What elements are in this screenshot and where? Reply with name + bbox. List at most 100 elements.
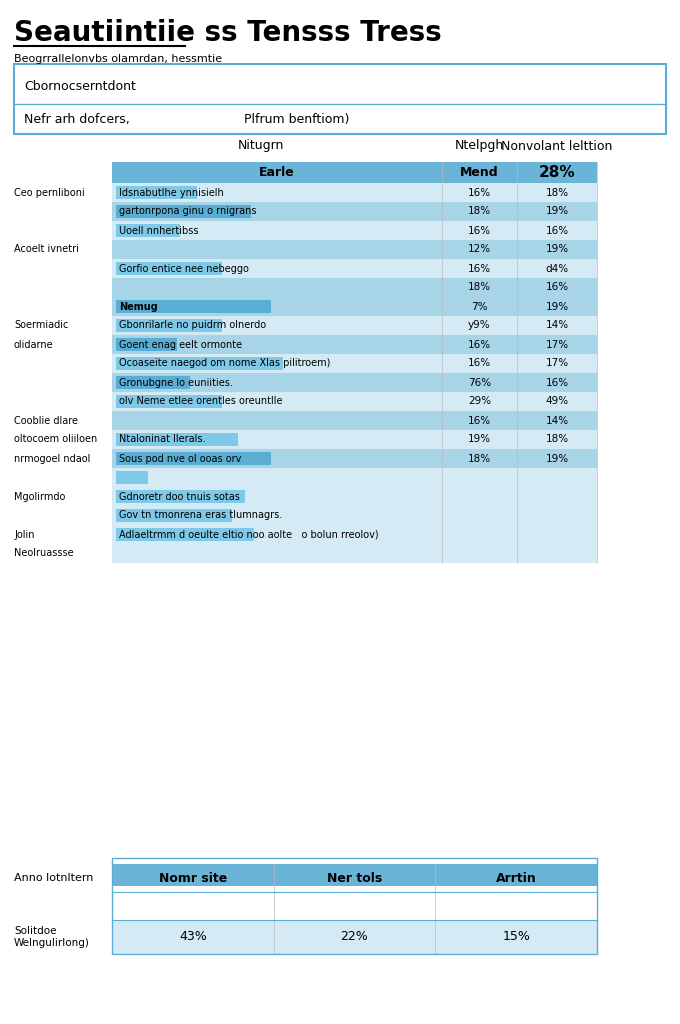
Text: 19%: 19% [545, 454, 568, 464]
Text: 15%: 15% [503, 931, 530, 943]
Text: Seautiintiie ss Tensss Tress: Seautiintiie ss Tensss Tress [14, 19, 442, 47]
Bar [517, 544, 597, 563]
Bar [517, 202, 597, 221]
Bar [112, 487, 442, 506]
Text: Ner tols: Ner tols [327, 871, 382, 885]
Bar [442, 392, 517, 411]
Bar [112, 221, 442, 240]
Bar [442, 221, 517, 240]
Bar [116, 300, 271, 313]
Bar [112, 544, 442, 563]
Text: Soermiadic: Soermiadic [14, 321, 69, 331]
Bar [442, 316, 517, 335]
Text: 43%: 43% [179, 931, 207, 943]
Text: Nemug: Nemug [119, 301, 158, 311]
Bar [112, 183, 442, 202]
Text: y9%: y9% [469, 321, 491, 331]
Text: 16%: 16% [468, 187, 491, 198]
Text: Gronubgne lo euniities.: Gronubgne lo euniities. [119, 378, 233, 387]
Text: oltocoem oliiloen: oltocoem oliiloen [14, 434, 97, 444]
Text: Anno lotnltern: Anno lotnltern [14, 873, 93, 883]
Bar [517, 335, 597, 354]
Bar [112, 449, 442, 468]
Bar [116, 490, 245, 503]
Bar [517, 373, 597, 392]
Bar [112, 240, 442, 259]
Text: Gov tn tmonrena eras tlumnagrs.: Gov tn tmonrena eras tlumnagrs. [119, 511, 282, 520]
Text: 17%: 17% [545, 358, 568, 369]
Bar [112, 354, 442, 373]
Text: 18%: 18% [468, 283, 491, 293]
Text: 22%: 22% [341, 931, 369, 943]
Text: 49%: 49% [545, 396, 568, 407]
Bar [112, 373, 442, 392]
Bar [517, 449, 597, 468]
Bar [14, 63, 666, 134]
Bar [112, 468, 442, 487]
Bar [517, 316, 597, 335]
Text: 12%: 12% [468, 245, 491, 255]
Bar [112, 525, 442, 544]
Bar [116, 433, 239, 446]
Text: Goent enag eelt ormonte: Goent enag eelt ormonte [119, 340, 242, 349]
Bar [112, 864, 597, 892]
Bar [442, 278, 517, 297]
Bar [442, 335, 517, 354]
Bar [442, 183, 517, 202]
Text: Acoelt ivnetri: Acoelt ivnetri [14, 245, 79, 255]
Bar [116, 262, 222, 275]
Bar [112, 259, 442, 278]
Bar [112, 430, 442, 449]
Bar [517, 278, 597, 297]
Text: Sous pod nve ol ooas orv: Sous pod nve ol ooas orv [119, 454, 241, 464]
Text: 19%: 19% [545, 245, 568, 255]
Text: Jolin: Jolin [14, 529, 35, 540]
Bar [517, 468, 597, 487]
Text: Gorfio entice nee nebeggo: Gorfio entice nee nebeggo [119, 263, 249, 273]
Bar [442, 202, 517, 221]
Bar [116, 186, 197, 199]
Bar [517, 240, 597, 259]
Bar [112, 392, 442, 411]
Text: Gbonrilarle no puidrm olnerdo: Gbonrilarle no puidrm olnerdo [119, 321, 266, 331]
Text: gartonrpona ginu o rnigrans: gartonrpona ginu o rnigrans [119, 207, 256, 216]
Text: d4%: d4% [545, 263, 568, 273]
Bar [112, 316, 442, 335]
Bar [116, 395, 222, 408]
Text: 19%: 19% [468, 434, 491, 444]
Text: Gdnoretr doo tnuis sotas: Gdnoretr doo tnuis sotas [119, 492, 240, 502]
Bar [112, 858, 597, 954]
Bar [116, 528, 254, 541]
Text: 17%: 17% [545, 340, 568, 349]
Bar [517, 183, 597, 202]
Bar [517, 354, 597, 373]
Text: 19%: 19% [545, 301, 568, 311]
Text: Cbornocserntdont: Cbornocserntdont [24, 81, 136, 93]
Bar [116, 338, 177, 351]
Text: Solitdoe
Welngulirlong): Solitdoe Welngulirlong) [14, 926, 90, 948]
Text: 16%: 16% [468, 416, 491, 426]
Text: Plfrum benftiom): Plfrum benftiom) [244, 114, 350, 127]
Bar [442, 430, 517, 449]
Bar [442, 506, 517, 525]
Bar [112, 920, 597, 954]
Text: Earle: Earle [259, 166, 295, 179]
Bar [116, 509, 232, 522]
Text: Beogrrallelonvbs olamrdan, hessmtie: Beogrrallelonvbs olamrdan, hessmtie [14, 54, 222, 63]
Bar [442, 259, 517, 278]
Text: 16%: 16% [545, 378, 568, 387]
Bar [517, 297, 597, 316]
Text: Cooblie dlare: Cooblie dlare [14, 416, 78, 426]
Text: 16%: 16% [468, 340, 491, 349]
Text: Nitugrn: Nitugrn [237, 139, 284, 153]
Text: 16%: 16% [468, 358, 491, 369]
Bar [116, 376, 190, 389]
Text: Ocoaseite naegod om nome Xlas pilitroem): Ocoaseite naegod om nome Xlas pilitroem) [119, 358, 330, 369]
Bar [442, 544, 517, 563]
Bar [112, 506, 442, 525]
Text: 18%: 18% [545, 434, 568, 444]
Bar [112, 297, 442, 316]
Text: 16%: 16% [468, 225, 491, 236]
Text: 29%: 29% [468, 396, 491, 407]
Bar [517, 221, 597, 240]
